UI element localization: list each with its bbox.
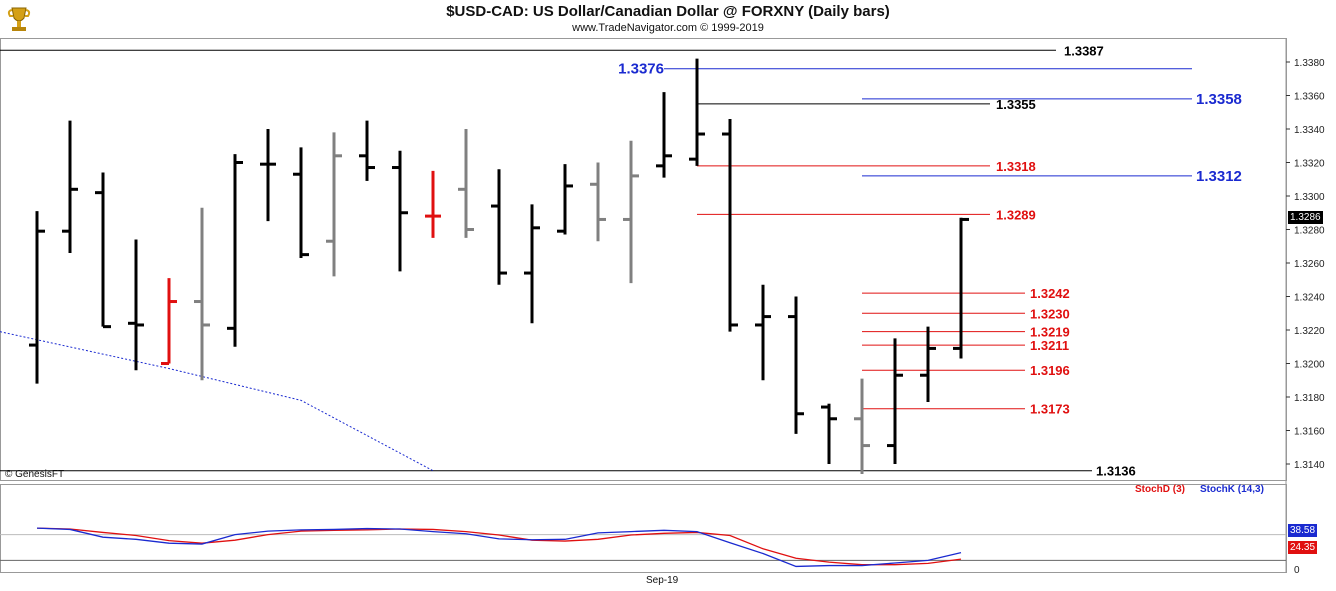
stoch-k-legend: StochK (14,3) [1200, 484, 1264, 495]
level-label: 1.3219 [1030, 325, 1070, 340]
y-tick-label: 1.3200 [1294, 360, 1325, 371]
ohlc-bar [656, 92, 672, 178]
level-label: 1.3318 [996, 159, 1036, 174]
y-tick-label: 1.3180 [1294, 393, 1325, 404]
ohlc-bar [425, 170, 441, 238]
ohlc-bar [458, 129, 474, 238]
level-label: 1.3387 [1064, 43, 1104, 58]
y-tick-label: 1.3140 [1294, 460, 1325, 471]
ohlc-bar [359, 120, 375, 181]
level-label: 1.3211 [1030, 338, 1069, 353]
y-tick-label: 1.3320 [1294, 159, 1325, 170]
level-label: 1.3242 [1030, 286, 1070, 301]
ohlc-bar [557, 164, 573, 235]
price-levels: 1.3387 1.3376 1.3358 1.3355 1.3318 1.3312 1.32… [0, 43, 1242, 479]
ohlc-bar [755, 284, 771, 381]
ohlc-bar [194, 207, 210, 381]
level-label: 1.3355 [996, 97, 1036, 112]
moving-average-line [0, 331, 434, 472]
last-price-badge: 1.3286 [1288, 211, 1323, 224]
level-label: 1.3230 [1030, 306, 1070, 321]
stoch-k-line [36, 527, 962, 568]
y-tick-label: 1.3300 [1294, 192, 1325, 203]
ohlc-bar [920, 326, 936, 403]
y-tick-label: 1.3160 [1294, 427, 1325, 438]
stoch-d-value-badge: 24.35 [1288, 541, 1318, 554]
ohlc-bar [854, 378, 870, 475]
gold-trophy-logo-icon [6, 4, 32, 34]
level-label: 1.3312 [1196, 168, 1242, 185]
level-label: 1.3196 [1030, 363, 1070, 378]
stochastic-panel [36, 527, 962, 568]
ohlc-bar [62, 120, 78, 253]
price-bars [29, 58, 969, 475]
ohlc-bar [161, 278, 177, 365]
price-axis: 1.3140 1.3160 1.3180 1.3200 1.3220 1.3240 1.32… [1286, 58, 1325, 576]
chart-title: $USD-CAD: US Dollar/Canadian Dollar @ FO… [446, 3, 890, 20]
y-tick-label: 1.3380 [1294, 58, 1325, 69]
ohlc-bar [821, 403, 837, 464]
level-label: 1.3358 [1196, 91, 1242, 108]
ohlc-bar [590, 162, 606, 242]
ohlc-bar [293, 147, 309, 258]
level-label: 1.3173 [1030, 402, 1070, 417]
ohlc-bar [689, 58, 705, 166]
copyright-label: © GenesisFT [5, 469, 65, 480]
ohlc-bar [29, 211, 45, 384]
ohlc-bar [722, 118, 738, 332]
stoch-d-line [36, 527, 962, 566]
ohlc-bar [260, 129, 276, 222]
y-tick-label: 1.3220 [1294, 326, 1325, 337]
ohlc-bar [326, 132, 342, 277]
ohlc-bar [128, 239, 144, 371]
x-axis-date-label: Sep-19 [646, 575, 679, 586]
y-tick-label: 1.3240 [1294, 293, 1325, 304]
ohlc-bar [887, 338, 903, 464]
stoch-tick-label: 0 [1294, 565, 1300, 576]
ohlc-bar [788, 296, 804, 434]
price-panel-frame [0, 38, 1287, 481]
moving-average [0, 331, 434, 472]
ohlc-bar [491, 169, 507, 285]
y-tick-label: 1.3340 [1294, 125, 1325, 136]
chart-subtitle: www.TradeNavigator.com © 1999-2019 [572, 22, 764, 34]
ohlc-bar [623, 140, 639, 284]
level-label: 1.3136 [1096, 464, 1136, 479]
ohlc-bar [392, 150, 408, 272]
y-tick-label: 1.3280 [1294, 226, 1325, 237]
stoch-d-legend: StochD (3) [1135, 484, 1185, 495]
level-label: 1.3376 [618, 61, 664, 78]
ohlc-bar [524, 204, 540, 324]
ohlc-bar [95, 172, 111, 329]
level-label: 1.3289 [996, 207, 1036, 222]
ohlc-bar [953, 217, 969, 359]
y-tick-label: 1.3260 [1294, 259, 1325, 270]
stoch-panel-frame [0, 484, 1287, 573]
stoch-k-value-badge: 38.58 [1288, 524, 1318, 537]
ohlc-bar [227, 154, 243, 347]
y-tick-label: 1.3360 [1294, 92, 1325, 103]
